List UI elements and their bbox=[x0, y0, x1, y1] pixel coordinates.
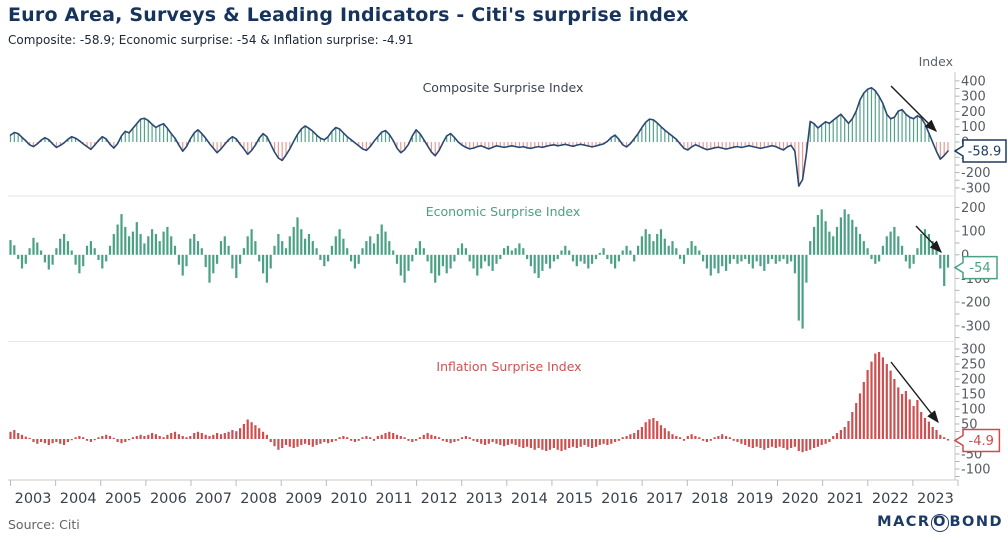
x-axis-year-label: 2019 bbox=[737, 491, 774, 507]
source-text: Source: Citi bbox=[8, 517, 80, 532]
x-axis-year-label: 2022 bbox=[872, 491, 909, 507]
value-callout bbox=[953, 428, 1001, 453]
x-axis-year-label: 2023 bbox=[917, 491, 954, 507]
y-axis-unit-label: Index bbox=[918, 54, 953, 69]
series-title: Composite Surprise Index bbox=[423, 80, 584, 95]
svg-text:250: 250 bbox=[961, 358, 986, 373]
logo-text-pre: MACR bbox=[877, 514, 931, 530]
svg-text:-300: -300 bbox=[961, 181, 991, 196]
x-axis-year-label: 2004 bbox=[60, 491, 97, 507]
value-callout-label: -54 bbox=[969, 261, 990, 276]
x-axis-year-label: 2016 bbox=[601, 491, 638, 507]
svg-text:-300: -300 bbox=[961, 319, 991, 334]
svg-text:100: 100 bbox=[961, 120, 986, 135]
svg-text:200: 200 bbox=[961, 373, 986, 388]
x-axis-year-label: 2013 bbox=[466, 491, 503, 507]
x-axis-year-label: 2012 bbox=[421, 491, 458, 507]
series-title: Economic Surprise Index bbox=[426, 204, 581, 219]
value-callout-label: -4.9 bbox=[969, 434, 994, 449]
value-callout bbox=[953, 255, 998, 280]
x-axis-year-label: 2018 bbox=[691, 491, 728, 507]
x-axis-year-label: 2011 bbox=[376, 491, 413, 507]
svg-text:150: 150 bbox=[961, 388, 986, 403]
svg-text:-100: -100 bbox=[961, 463, 991, 478]
svg-text:300: 300 bbox=[961, 343, 986, 358]
panel-composite-surprise-index: -300-200-1000100200300400Composite Surpr… bbox=[9, 74, 1007, 196]
x-axis-year-label: 2015 bbox=[556, 491, 593, 507]
svg-text:300: 300 bbox=[961, 90, 986, 105]
value-callout-label: -58.9 bbox=[968, 145, 1002, 160]
macrobond-logo-o-icon: O bbox=[930, 514, 950, 532]
svg-text:-200: -200 bbox=[961, 166, 991, 181]
svg-text:200: 200 bbox=[961, 201, 986, 216]
svg-text:400: 400 bbox=[961, 74, 986, 89]
page-title: Euro Area, Surveys & Leading Indicators … bbox=[8, 4, 689, 26]
x-axis-year-label: 2009 bbox=[285, 491, 322, 507]
macrobond-logo: MACR O BOND bbox=[877, 514, 1003, 532]
x-axis-year-label: 2021 bbox=[827, 491, 864, 507]
x-axis-year-label: 2005 bbox=[105, 491, 142, 507]
x-axis-year-label: 2014 bbox=[511, 491, 548, 507]
logo-text-post: BOND bbox=[949, 514, 1003, 530]
svg-text:200: 200 bbox=[961, 105, 986, 120]
x-axis-year-label: 2017 bbox=[646, 491, 683, 507]
svg-text:100: 100 bbox=[961, 225, 986, 240]
svg-text:100: 100 bbox=[961, 403, 986, 418]
trend-arrow-icon bbox=[915, 225, 942, 254]
value-callout bbox=[953, 139, 1007, 163]
svg-text:-200: -200 bbox=[961, 296, 991, 311]
x-axis-year-label: 2003 bbox=[15, 491, 52, 507]
trend-arrow-icon bbox=[890, 85, 937, 132]
x-axis-year-label: 2007 bbox=[195, 491, 232, 507]
x-axis-year-label: 2010 bbox=[330, 491, 367, 507]
x-axis-year-label: 2006 bbox=[150, 491, 187, 507]
panel-inflation-surprise-index: -100-50050100150200250300Inflation Surpr… bbox=[9, 343, 1001, 478]
composite-line bbox=[9, 87, 949, 187]
series-title: Inflation Surprise Index bbox=[436, 359, 581, 374]
x-axis-year-label: 2020 bbox=[782, 491, 819, 507]
chart-subtitle: Composite: -58.9; Economic surprise: -54… bbox=[8, 33, 414, 47]
svg-text:0: 0 bbox=[961, 248, 969, 263]
trend-arrow-icon bbox=[890, 361, 939, 424]
x-axis-year-label: 2008 bbox=[240, 491, 277, 507]
